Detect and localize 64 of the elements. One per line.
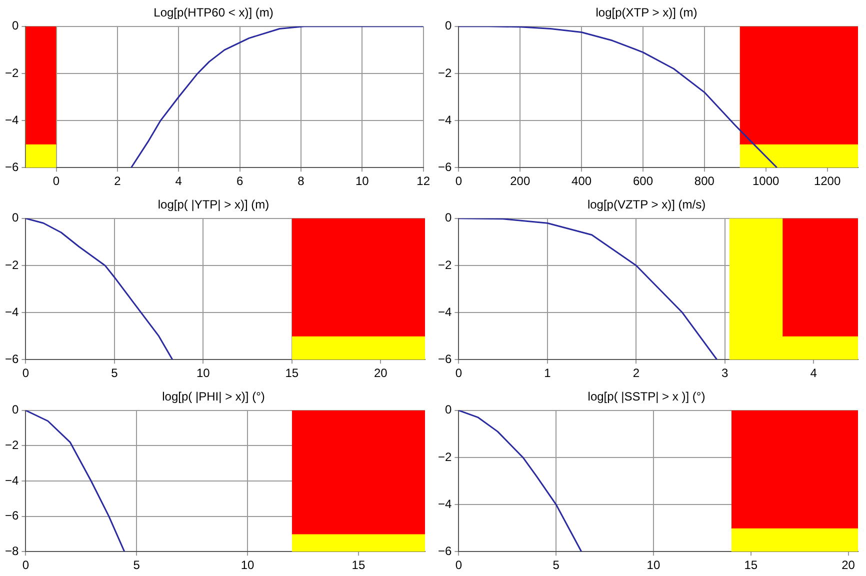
x-tick-label: 20 (374, 366, 388, 380)
x-tick-label: 10 (355, 174, 370, 188)
y-tick-label: −6 (438, 352, 452, 366)
x-tick-label: 10 (646, 558, 660, 572)
y-tick-label: −4 (438, 112, 452, 127)
x-tick-label: 0 (52, 174, 60, 188)
x-tick-label: 15 (285, 366, 299, 380)
x-tick-label: 12 (416, 174, 430, 188)
x-tick-label: 0 (455, 174, 462, 188)
x-tick-label: 1000 (752, 174, 780, 188)
y-tick-label: −6 (4, 160, 19, 174)
x-tick-label: 5 (133, 558, 140, 572)
y-tick-label: −6 (438, 544, 452, 558)
x-tick-label: 600 (632, 174, 654, 188)
y-tick-label: −4 (4, 304, 19, 319)
y-tick-label: −4 (4, 112, 19, 127)
x-tick-label: 1 (544, 366, 552, 380)
chart-title: log[p( |YTP| > x)] (m) (158, 198, 270, 212)
x-tick-label: 2 (114, 174, 122, 188)
y-tick-label: −4 (438, 496, 452, 511)
y-tick-label: 0 (12, 402, 19, 417)
x-tick-label: 8 (298, 174, 305, 188)
x-tick-label: 200 (510, 174, 530, 188)
y-tick-label: 0 (444, 402, 452, 417)
chart-title: log[p( |SSTP| > x )] (°) (588, 390, 706, 404)
y-tick-label: 0 (444, 210, 452, 225)
y-tick-label: −6 (4, 352, 19, 366)
x-tick-label: 6 (236, 174, 244, 188)
y-tick-label: −2 (4, 258, 19, 272)
x-tick-label: 5 (552, 558, 560, 572)
x-tick-label: 1200 (814, 174, 841, 188)
x-tick-label: 0 (22, 366, 30, 380)
y-tick-label: −6 (438, 160, 452, 174)
y-tick-label: −2 (438, 66, 452, 80)
y-tick-label: −4 (4, 473, 19, 488)
y-tick-label: 0 (12, 210, 19, 225)
y-tick-label: 0 (444, 18, 452, 33)
chart-title: log[p( |PHI| > x)] (°) (162, 390, 265, 404)
x-tick-label: 0 (22, 558, 30, 572)
x-tick-label: 5 (111, 366, 118, 380)
x-tick-label: 10 (240, 558, 255, 572)
x-tick-label: 4 (175, 174, 182, 188)
chart-title: log[p(VZTP > x)] (m/s) (587, 198, 706, 212)
y-tick-label: −4 (438, 304, 452, 319)
y-tick-label: −2 (438, 450, 452, 464)
chart-title: Log[p(HTP60 < x)] (m) (154, 6, 274, 20)
x-tick-label: 3 (722, 366, 729, 380)
x-tick-label: 0 (455, 366, 462, 380)
x-tick-label: 4 (810, 366, 818, 380)
y-tick-label: 0 (12, 18, 19, 33)
x-tick-label: 2 (632, 366, 640, 380)
y-tick-label: −2 (4, 438, 19, 452)
y-tick-label: −6 (4, 508, 19, 523)
y-tick-label: −2 (438, 258, 452, 272)
x-tick-label: 10 (196, 366, 210, 380)
x-tick-label: 800 (694, 174, 715, 188)
y-tick-label: −8 (4, 544, 19, 558)
y-tick-label: −2 (4, 66, 19, 80)
x-tick-label: 400 (572, 174, 592, 188)
x-tick-label: 15 (744, 558, 758, 572)
chart-title: log[p(XTP > x)] (m) (596, 6, 698, 20)
x-tick-label: 15 (352, 558, 366, 572)
x-tick-label: 20 (842, 558, 856, 572)
x-tick-label: 0 (455, 558, 462, 572)
